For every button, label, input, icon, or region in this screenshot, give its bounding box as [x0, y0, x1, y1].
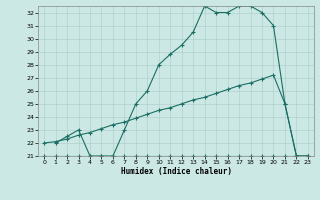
- X-axis label: Humidex (Indice chaleur): Humidex (Indice chaleur): [121, 167, 231, 176]
